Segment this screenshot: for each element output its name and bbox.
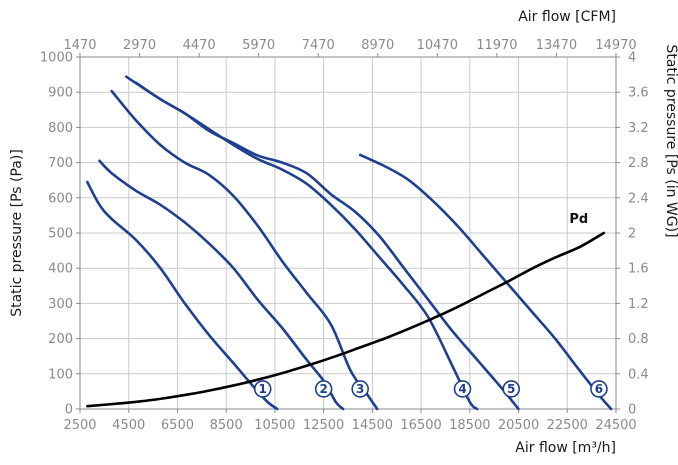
y-tick-label: 1000 (40, 51, 73, 66)
top-tick-label: 13470 (536, 38, 577, 53)
marker-label: 2 (319, 382, 327, 396)
top-tick-label: 10470 (417, 38, 458, 53)
marker-label: 4 (458, 382, 466, 396)
curve-markers: 1 2 3 4 5 6 (253, 380, 608, 398)
top-tick-label: 1470 (63, 38, 96, 53)
right-tick-label: 1.2 (628, 297, 649, 312)
pd-curve (86, 231, 606, 408)
y-tick-label: 100 (48, 367, 73, 382)
y-axis-ticks: 0 100 200 300 400 500 600 700 800 900 1000 (40, 51, 80, 418)
curve-marker-1: 1 (253, 380, 272, 398)
marker-circle (253, 380, 272, 398)
y-tick-label: 0 (65, 403, 73, 418)
right-tick-label: 2.4 (628, 191, 649, 206)
marker-label: 1 (259, 382, 267, 396)
x-tick-label: 14500 (352, 418, 393, 433)
marker-label: 6 (595, 382, 603, 396)
x-axis-title: Air flow [m³/h] (515, 440, 616, 456)
x-axis-ticks: 2500 4500 6500 8500 10500 12500 14500 16500 1850… (63, 409, 637, 433)
right-tick-label: 3.6 (628, 86, 649, 101)
x-tick-label: 8500 (210, 418, 243, 433)
right-tick-label: 2.8 (628, 156, 649, 171)
top-tick-label: 2970 (123, 38, 156, 53)
top-tick-label: 4470 (183, 38, 216, 53)
right-tick-label: 0 (628, 403, 636, 418)
marker-circle (590, 380, 608, 398)
right-tick-label: 3.2 (628, 121, 649, 136)
pd-curve-label: Pd (569, 212, 588, 227)
y-tick-label: 800 (48, 121, 73, 136)
right-axis-title: Static pressure [Ps (in WG)] (663, 44, 678, 237)
y-tick-label: 700 (48, 156, 73, 171)
curve-marker-6: 6 (590, 380, 608, 398)
top-tick-label: 11970 (476, 38, 517, 53)
right-tick-label: 2 (628, 227, 636, 242)
x-tick-label: 2500 (63, 418, 96, 433)
x-tick-label: 16500 (400, 418, 441, 433)
curve-marker-2: 2 (314, 380, 333, 398)
top-tick-label: 5970 (242, 38, 275, 53)
y-tick-label: 600 (48, 191, 73, 206)
grid (80, 57, 616, 409)
fan-curve-4 (125, 75, 479, 411)
y-tick-label: 400 (48, 262, 73, 277)
y-tick-label: 900 (48, 86, 73, 101)
marker-circle (314, 380, 333, 398)
x-tick-label: 6500 (161, 418, 194, 433)
fan-curve-6 (358, 153, 613, 411)
top-tick-label: 7470 (302, 38, 335, 53)
right-axis-ticks: 0 0.4 0.8 1.2 1.6 2 2.4 2.8 3.2 3.6 4 (616, 51, 649, 418)
x-tick-label: 18500 (449, 418, 490, 433)
x-tick-label: 4500 (112, 418, 145, 433)
x-tick-label: 20500 (498, 418, 539, 433)
right-tick-label: 4 (628, 51, 636, 66)
top-axis-ticks: 1470 2970 4470 5970 7470 8970 10470 11970 13470 1… (63, 38, 637, 57)
x-tick-label: 22500 (547, 418, 588, 433)
marker-circle (453, 380, 472, 398)
top-tick-label: 14970 (595, 38, 636, 53)
marker-label: 5 (507, 382, 515, 396)
right-tick-label: 0.8 (628, 332, 649, 347)
top-axis-title: Air flow [CFM] (518, 9, 616, 25)
curve-marker-3: 3 (351, 380, 369, 398)
y-axis-title: Static pressure [Ps (Pa)] (9, 149, 25, 317)
curve-marker-5: 5 (502, 380, 521, 398)
top-tick-label: 8970 (361, 38, 394, 53)
x-tick-label: 24500 (595, 418, 636, 433)
x-tick-label: 12500 (303, 418, 344, 433)
y-tick-label: 200 (48, 332, 73, 347)
curve-marker-4: 4 (453, 380, 472, 398)
y-tick-label: 500 (48, 227, 73, 242)
marker-circle (502, 380, 521, 398)
fan-curves (86, 75, 613, 411)
fan-curve-5 (134, 81, 520, 411)
right-tick-label: 1.6 (628, 262, 649, 277)
marker-label: 3 (356, 382, 364, 396)
marker-circle (351, 380, 369, 398)
dynamic-pressure-curve: Pd (86, 212, 606, 408)
y-tick-label: 300 (48, 297, 73, 312)
fan-curve-3 (110, 89, 379, 411)
right-tick-label: 0.4 (628, 367, 649, 382)
x-tick-label: 10500 (254, 418, 295, 433)
